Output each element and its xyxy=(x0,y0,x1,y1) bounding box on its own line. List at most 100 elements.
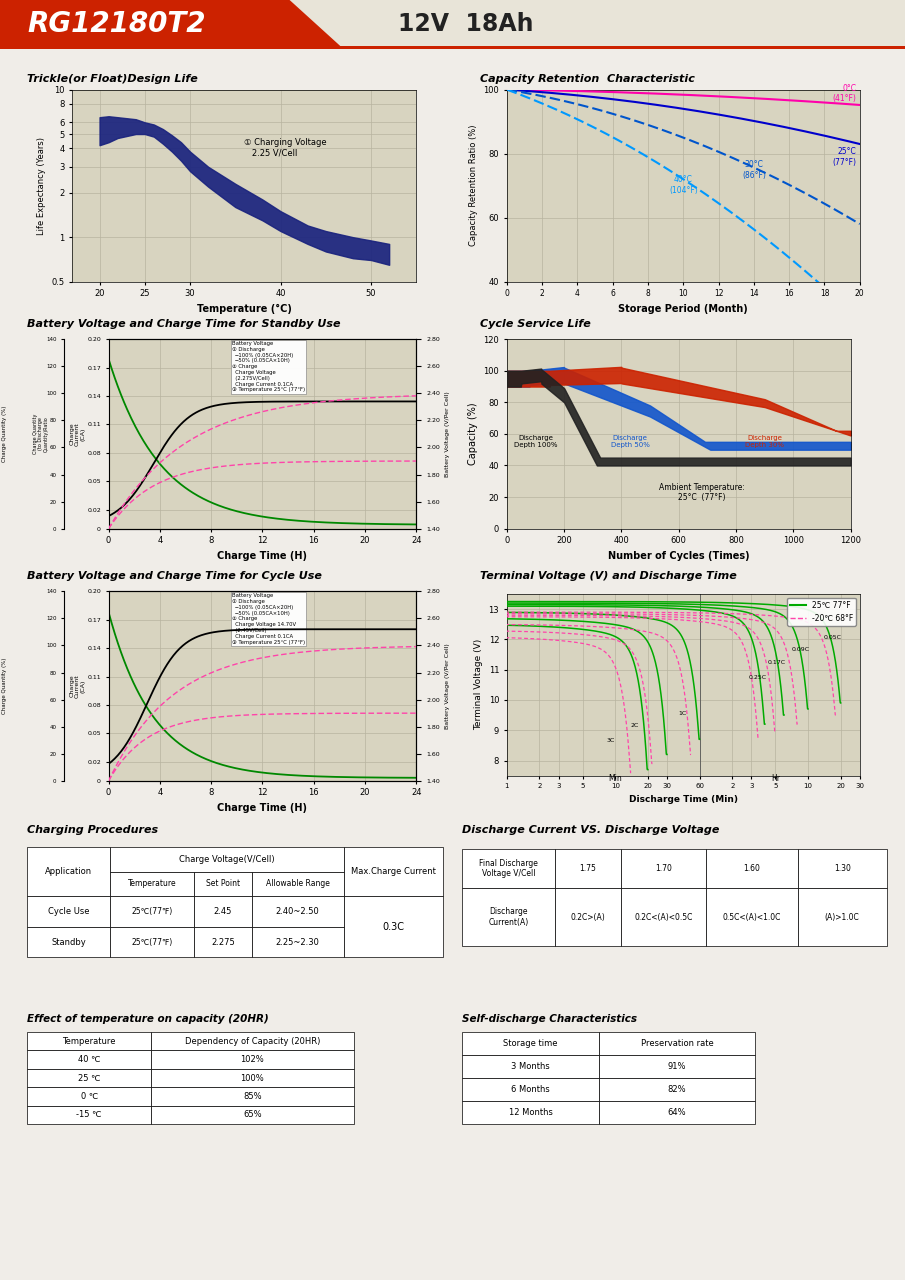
Text: 82%: 82% xyxy=(668,1085,686,1094)
Text: 12 Months: 12 Months xyxy=(509,1108,552,1117)
Bar xyxy=(194,872,252,896)
Text: Cycle Use: Cycle Use xyxy=(48,908,90,916)
Text: Capacity Retention  Characteristic: Capacity Retention Characteristic xyxy=(480,74,694,84)
Text: 0.17C: 0.17C xyxy=(767,659,786,664)
Bar xyxy=(27,1032,151,1051)
Bar xyxy=(706,850,797,888)
Text: 100%: 100% xyxy=(241,1074,264,1083)
Bar xyxy=(27,1051,151,1069)
Charge Current xyxy=(286,512,297,527)
Text: RG12180T2: RG12180T2 xyxy=(27,10,205,37)
Y-axis label: Life Expectancy (Years): Life Expectancy (Years) xyxy=(37,137,46,234)
Text: Final Discharge
Voltage V/Cell: Final Discharge Voltage V/Cell xyxy=(479,859,538,878)
X-axis label: Storage Period (Month): Storage Period (Month) xyxy=(618,303,748,314)
X-axis label: Charge Time (H): Charge Time (H) xyxy=(217,803,308,813)
Text: 3C: 3C xyxy=(606,739,614,744)
Bar xyxy=(194,896,252,927)
Legend: 25℃ 77°F, -20℃ 68°F: 25℃ 77°F, -20℃ 68°F xyxy=(787,598,856,626)
Bar xyxy=(797,888,887,946)
Y-axis label: Battery Voltage (V/Per Cell): Battery Voltage (V/Per Cell) xyxy=(445,644,451,728)
Text: Application: Application xyxy=(45,867,92,876)
Text: 85%: 85% xyxy=(243,1092,262,1101)
Text: 0 ℃: 0 ℃ xyxy=(81,1092,98,1101)
Text: Storage time: Storage time xyxy=(503,1039,557,1048)
Charge Current xyxy=(382,516,393,531)
Bar xyxy=(151,1106,354,1124)
X-axis label: Temperature (°C): Temperature (°C) xyxy=(197,303,291,314)
Y-axis label: Terminal Voltage (V): Terminal Voltage (V) xyxy=(474,639,483,731)
Text: 2.25~2.30: 2.25~2.30 xyxy=(276,937,319,946)
Text: Cycle Service Life: Cycle Service Life xyxy=(480,319,590,329)
Text: 1C: 1C xyxy=(679,712,687,716)
Text: 30°C
(86°F): 30°C (86°F) xyxy=(742,160,766,179)
Text: 0.05C: 0.05C xyxy=(824,635,842,640)
Bar xyxy=(0,46,905,49)
Text: Discharge
Depth 100%: Discharge Depth 100% xyxy=(514,434,557,448)
Text: 1.75: 1.75 xyxy=(580,864,596,873)
Bar xyxy=(110,927,194,957)
Text: 1.60: 1.60 xyxy=(743,864,760,873)
Y-axis label: Charge
Current
(CA): Charge Current (CA) xyxy=(69,675,86,698)
Bar xyxy=(27,1087,151,1106)
Text: 0.2C<(A)<0.5C: 0.2C<(A)<0.5C xyxy=(634,913,693,922)
Text: Max.Charge Current: Max.Charge Current xyxy=(351,867,436,876)
X-axis label: Number of Cycles (Times): Number of Cycles (Times) xyxy=(608,550,749,561)
Text: 6 Months: 6 Months xyxy=(511,1085,550,1094)
Bar xyxy=(462,1078,599,1101)
Text: 0.3C: 0.3C xyxy=(383,922,405,932)
Text: Self-discharge Characteristics: Self-discharge Characteristics xyxy=(462,1014,636,1024)
Bar xyxy=(599,1032,755,1055)
Text: (A)>1.0C: (A)>1.0C xyxy=(824,913,860,922)
Text: 3 Months: 3 Months xyxy=(511,1062,550,1071)
Y-axis label: Capacity Retention Ratio (%): Capacity Retention Ratio (%) xyxy=(469,125,478,246)
Text: 1.70: 1.70 xyxy=(655,864,672,873)
Y-axis label: Charge
Current
(CA): Charge Current (CA) xyxy=(69,422,86,445)
Bar xyxy=(462,1055,599,1078)
Text: Terminal Voltage (V) and Discharge Time: Terminal Voltage (V) and Discharge Time xyxy=(480,571,737,581)
Text: Discharge
Current(A): Discharge Current(A) xyxy=(488,908,529,927)
Text: 0.25C: 0.25C xyxy=(748,675,767,680)
Text: 2.45: 2.45 xyxy=(214,908,232,916)
Charge Current xyxy=(104,355,115,370)
Bar xyxy=(462,850,555,888)
Text: Temperature: Temperature xyxy=(62,1037,116,1046)
Text: Hr: Hr xyxy=(771,774,780,783)
Text: Effect of temperature on capacity (20HR): Effect of temperature on capacity (20HR) xyxy=(27,1014,269,1024)
Charge Current xyxy=(103,352,114,367)
Line: Charge Current: Charge Current xyxy=(109,360,416,525)
X-axis label: Charge Time (H): Charge Time (H) xyxy=(217,550,308,561)
Text: Dependency of Capacity (20HR): Dependency of Capacity (20HR) xyxy=(185,1037,320,1046)
Text: Allowable Range: Allowable Range xyxy=(266,879,329,888)
Text: 40°C
(104°F): 40°C (104°F) xyxy=(669,175,698,195)
Bar xyxy=(599,1078,755,1101)
Text: 12V  18Ah: 12V 18Ah xyxy=(398,12,534,36)
Text: ① Charging Voltage
   2.25 V/Cell: ① Charging Voltage 2.25 V/Cell xyxy=(244,137,327,157)
Bar xyxy=(344,896,443,957)
Text: Trickle(or Float)Design Life: Trickle(or Float)Design Life xyxy=(27,74,198,84)
Bar xyxy=(27,1106,151,1124)
Text: 0.5C<(A)<1.0C: 0.5C<(A)<1.0C xyxy=(723,913,781,922)
Charge Current xyxy=(291,513,302,529)
Bar xyxy=(252,872,344,896)
Bar xyxy=(151,1051,354,1069)
Text: 2.275: 2.275 xyxy=(211,937,234,946)
Bar xyxy=(599,1101,755,1124)
Bar xyxy=(599,1055,755,1078)
Bar xyxy=(462,1032,599,1055)
Bar xyxy=(621,888,706,946)
Y-axis label: Charge Quantity (%): Charge Quantity (%) xyxy=(2,658,7,714)
Bar xyxy=(110,896,194,927)
Bar xyxy=(27,896,110,927)
Text: 25 ℃: 25 ℃ xyxy=(78,1074,100,1083)
X-axis label: Discharge Time (Min): Discharge Time (Min) xyxy=(629,795,738,804)
Text: Preservation rate: Preservation rate xyxy=(641,1039,713,1048)
Y-axis label: Battery Voltage (V/Per Cell): Battery Voltage (V/Per Cell) xyxy=(445,392,451,476)
Bar xyxy=(27,927,110,957)
Text: Charging Procedures: Charging Procedures xyxy=(27,824,158,835)
Charge Current xyxy=(285,512,296,527)
Polygon shape xyxy=(0,0,344,49)
Bar xyxy=(555,888,621,946)
Bar xyxy=(621,850,706,888)
Text: Min: Min xyxy=(608,774,622,783)
Charge Current xyxy=(411,517,422,532)
